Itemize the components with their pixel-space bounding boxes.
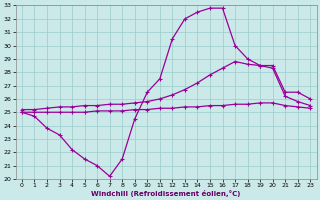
X-axis label: Windchill (Refroidissement éolien,°C): Windchill (Refroidissement éolien,°C) bbox=[92, 190, 241, 197]
